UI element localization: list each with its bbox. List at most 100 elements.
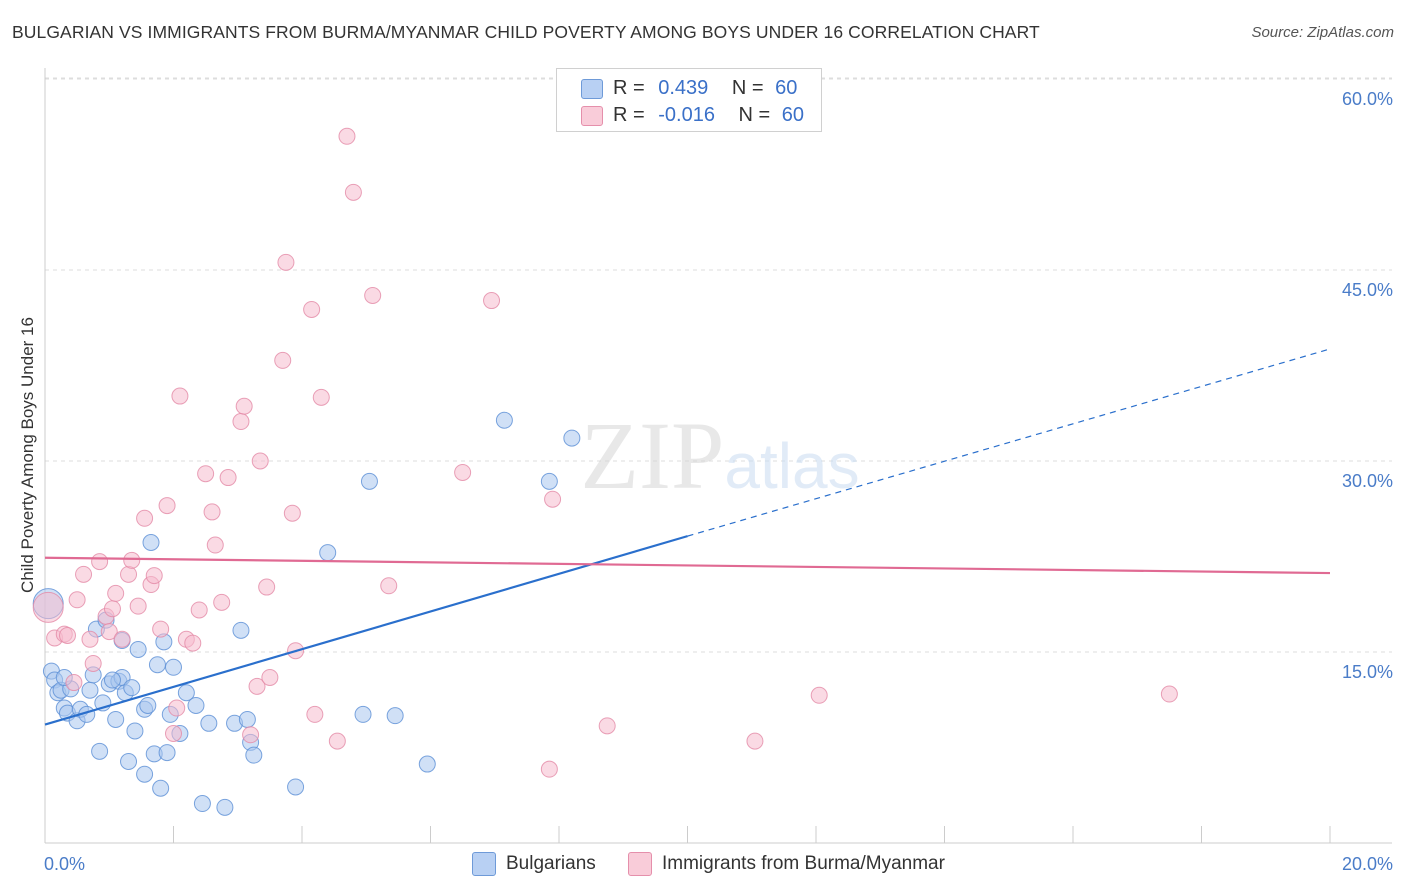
tick-labels: 15.0% 30.0% 45.0% 60.0% 0.0% 20.0% bbox=[44, 89, 1393, 874]
bottom-legend-label: Bulgarians bbox=[506, 853, 596, 874]
burma-point bbox=[328, 732, 346, 750]
burma-point bbox=[219, 469, 237, 487]
bulgarians-point bbox=[187, 696, 205, 714]
burma-point bbox=[258, 578, 276, 596]
burma-point bbox=[75, 565, 93, 583]
burma-point bbox=[540, 760, 558, 778]
burma-point bbox=[544, 490, 562, 508]
burma-point bbox=[190, 601, 208, 619]
bottom-legend-label: Immigrants from Burma/Myanmar bbox=[662, 853, 945, 874]
bulgarians-point bbox=[386, 707, 404, 725]
burma-point bbox=[165, 724, 182, 742]
burma-point bbox=[81, 630, 99, 648]
watermark: ZIPatlas bbox=[580, 402, 859, 509]
burma-point bbox=[232, 413, 250, 431]
burma-point bbox=[158, 497, 176, 515]
bulgarians-point bbox=[216, 798, 234, 816]
bulgarians-point bbox=[200, 714, 218, 732]
burma-point bbox=[103, 600, 121, 618]
bulgarians-point bbox=[152, 779, 170, 797]
trend-lines bbox=[44, 348, 1331, 726]
legend-n-value: 60 bbox=[775, 77, 798, 99]
burma-point bbox=[152, 620, 170, 638]
bulgarians-point bbox=[129, 640, 147, 658]
legend-swatch-blue bbox=[581, 79, 603, 99]
legend-r-value: 0.439 bbox=[658, 77, 709, 99]
burma-point bbox=[306, 705, 324, 723]
bulgarians-trend-line bbox=[44, 535, 688, 726]
burma-point bbox=[338, 127, 356, 145]
legend-r-label: R = bbox=[613, 77, 645, 99]
legend-n-label: N = bbox=[731, 77, 764, 99]
burma-point bbox=[454, 463, 472, 481]
watermark-zip: ZIP bbox=[580, 402, 724, 509]
burma-point bbox=[65, 674, 83, 692]
bulgarians-point bbox=[245, 746, 263, 764]
burma-point bbox=[129, 597, 147, 615]
burma-point bbox=[248, 677, 266, 695]
burma-point bbox=[113, 630, 131, 648]
burma-point bbox=[274, 351, 292, 369]
burma-point bbox=[364, 286, 382, 304]
chart-title: BULGARIAN VS IMMIGRANTS FROM BURMA/MYANM… bbox=[12, 22, 1040, 42]
bulgarians-point bbox=[120, 753, 138, 771]
bulgarians-point bbox=[165, 658, 182, 676]
x-tick-label: 20.0% bbox=[1342, 854, 1393, 874]
burma-trend-line bbox=[44, 556, 1331, 575]
bottom-legend-swatch-pink bbox=[628, 852, 652, 876]
burma-point bbox=[277, 253, 295, 271]
legend-n-label: N = bbox=[738, 104, 771, 126]
burma-point bbox=[213, 593, 231, 611]
burma-point bbox=[746, 732, 764, 750]
y-tick-label: 15.0% bbox=[1342, 662, 1393, 682]
burma-point bbox=[84, 654, 102, 672]
burma-point bbox=[810, 686, 828, 704]
watermark-atlas: atlas bbox=[724, 430, 859, 502]
burma-point bbox=[283, 504, 301, 522]
burma-point bbox=[235, 397, 253, 415]
burma-point bbox=[32, 591, 64, 623]
legend-r-value: -0.016 bbox=[658, 104, 715, 126]
bulgarians-point bbox=[354, 705, 372, 723]
bulgarians-point bbox=[158, 744, 176, 762]
bulgarians-point bbox=[360, 472, 378, 490]
y-tick-label: 45.0% bbox=[1342, 280, 1393, 300]
burma-point bbox=[107, 584, 125, 602]
burma-point bbox=[598, 717, 616, 735]
bulgarians-trend-extension bbox=[687, 348, 1331, 537]
bulgarians-point bbox=[136, 765, 154, 783]
burma-point bbox=[251, 452, 269, 470]
burma-point bbox=[380, 577, 398, 595]
burma-point bbox=[123, 551, 141, 569]
burma-point bbox=[344, 183, 362, 201]
legend-n-value: 60 bbox=[781, 104, 805, 126]
burma-point bbox=[312, 388, 330, 406]
bottom-legend-swatch-blue bbox=[472, 852, 496, 876]
burma-point bbox=[136, 509, 154, 527]
burma-point bbox=[145, 567, 163, 585]
bulgarians-point bbox=[540, 472, 558, 490]
bulgarians-point bbox=[139, 696, 157, 714]
burma-point bbox=[120, 565, 138, 583]
bulgarians-point bbox=[103, 671, 121, 689]
y-tick-label: 60.0% bbox=[1342, 89, 1393, 109]
bulgarians-point bbox=[563, 429, 581, 447]
bulgarians-point bbox=[193, 795, 211, 813]
burma-point bbox=[483, 292, 501, 310]
burma-point bbox=[168, 699, 186, 717]
burma-point bbox=[206, 536, 224, 554]
axes bbox=[44, 68, 1392, 844]
bulgarians-point bbox=[123, 679, 141, 697]
burma-point bbox=[303, 300, 321, 318]
burma-point bbox=[184, 634, 202, 652]
bulgarians-point bbox=[418, 755, 436, 773]
bulgarians-point bbox=[81, 681, 99, 699]
legend-r-label: R = bbox=[613, 104, 645, 126]
burma-point bbox=[100, 623, 118, 641]
bulgarians-point bbox=[142, 533, 160, 551]
burma-point bbox=[1160, 685, 1178, 703]
bulgarians-point bbox=[238, 710, 256, 728]
burma-point bbox=[242, 726, 260, 744]
source-label: Source: ZipAtlas.com bbox=[1251, 24, 1394, 41]
